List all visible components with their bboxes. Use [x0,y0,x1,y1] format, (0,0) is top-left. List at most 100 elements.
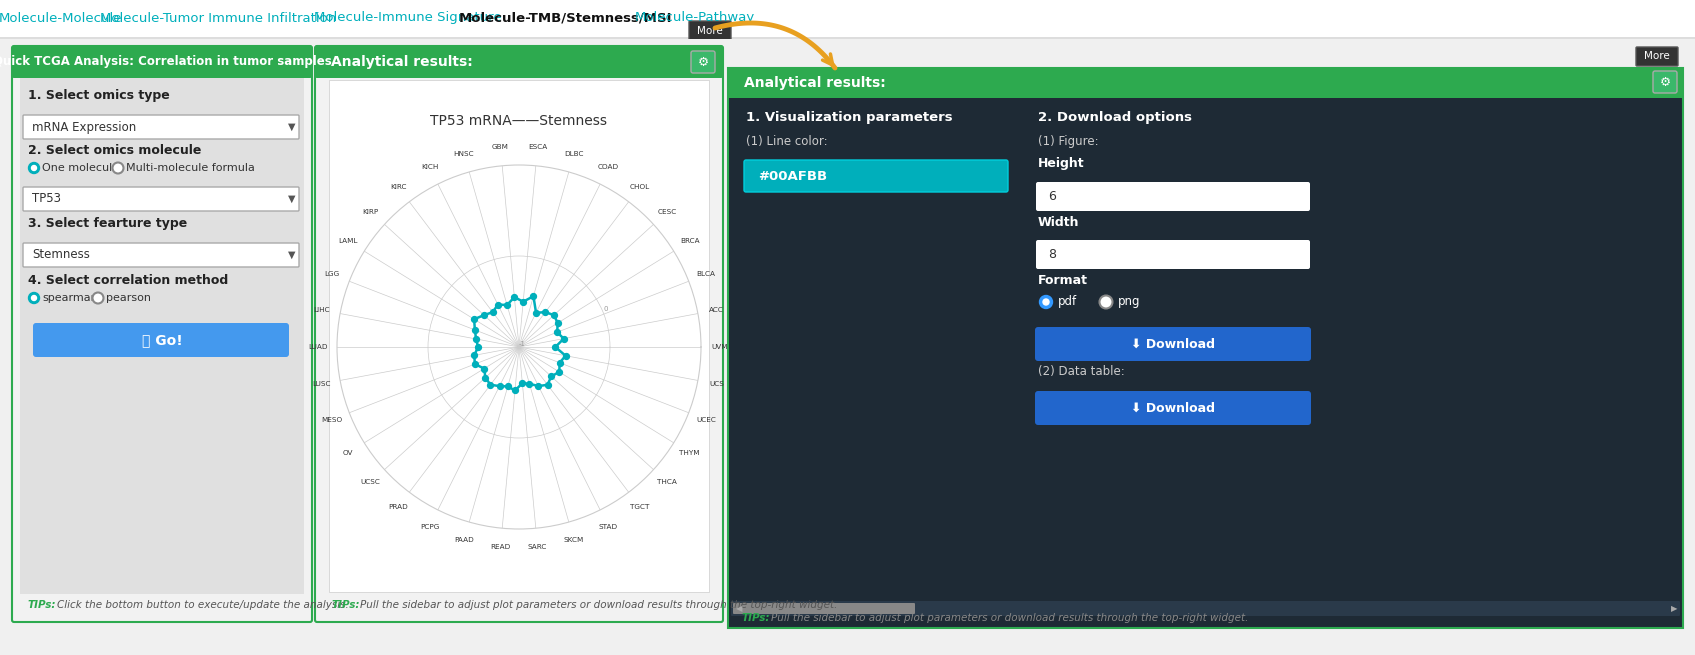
Point [542,342,570,352]
Text: png: png [1119,295,1141,309]
Circle shape [29,293,39,303]
Text: pearson: pearson [107,293,151,303]
FancyBboxPatch shape [24,243,298,267]
Text: More: More [1644,51,1670,61]
Point [541,310,568,320]
FancyBboxPatch shape [12,46,312,622]
FancyBboxPatch shape [731,601,1680,616]
Point [461,325,488,335]
Text: 1. Visualization parameters: 1. Visualization parameters [746,111,953,124]
Text: TIPs:: TIPs: [331,600,359,610]
Text: 2. Download options: 2. Download options [1037,111,1192,124]
Text: TIPs:: TIPs: [742,613,771,623]
Text: Multi-molecule formula: Multi-molecule formula [125,163,254,173]
Text: Pull the sidebar to adjust plot parameters or download results through the top-r: Pull the sidebar to adjust plot paramete… [359,600,837,610]
Text: Molecule-Pathway: Molecule-Pathway [636,12,756,24]
Point [544,327,571,337]
Point [461,314,488,324]
Point [537,371,564,382]
Text: (2) Data table:: (2) Data table: [1037,365,1125,379]
Text: Format: Format [1037,274,1088,286]
Text: ⚙: ⚙ [697,56,709,69]
Point [476,379,503,390]
FancyBboxPatch shape [727,68,1683,98]
Point [471,373,498,383]
Point [486,381,514,391]
Point [480,307,507,318]
FancyBboxPatch shape [0,37,1695,39]
Circle shape [1039,295,1053,309]
Text: ▼: ▼ [288,194,295,204]
Text: Molecule-Molecule: Molecule-Molecule [0,12,122,24]
Text: #00AFBB: #00AFBB [758,170,827,183]
Point [508,378,536,388]
FancyBboxPatch shape [732,603,915,614]
Text: pdf: pdf [1058,295,1076,309]
Text: 4. Select correlation method: 4. Select correlation method [29,274,229,286]
FancyBboxPatch shape [32,323,290,357]
Point [525,381,553,391]
Point [461,350,488,361]
Text: More: More [697,26,722,35]
Point [553,350,580,361]
Point [461,359,488,369]
Point [520,291,547,301]
Circle shape [29,162,39,174]
Text: ⬇ Download: ⬇ Download [1131,402,1215,415]
Circle shape [93,293,103,303]
FancyBboxPatch shape [24,115,298,139]
Text: 2. Select omics molecule: 2. Select omics molecule [29,143,202,157]
Text: 🔍 Go!: 🔍 Go! [142,333,183,347]
Point [502,385,529,396]
Point [471,364,498,374]
Text: Width: Width [1037,215,1080,229]
Point [493,300,520,310]
Text: 3. Select fearture type: 3. Select fearture type [29,217,186,231]
Text: spearman: spearman [42,293,98,303]
FancyBboxPatch shape [320,596,717,616]
Circle shape [32,166,37,170]
Text: Analytical results:: Analytical results: [331,55,473,69]
Text: One molecule: One molecule [42,163,119,173]
Point [515,379,542,389]
FancyBboxPatch shape [0,39,1695,655]
Text: ◀: ◀ [736,605,742,614]
FancyBboxPatch shape [688,21,731,40]
Text: 6: 6 [1048,189,1056,202]
Text: (1) Figure:: (1) Figure: [1037,136,1098,149]
FancyBboxPatch shape [0,0,1695,38]
Text: Quick TCGA Analysis: Correlation in tumor samples: Quick TCGA Analysis: Correlation in tumo… [0,56,332,69]
Circle shape [1042,299,1049,305]
FancyBboxPatch shape [744,160,1009,192]
FancyBboxPatch shape [20,78,303,594]
Point [544,318,571,328]
FancyBboxPatch shape [1036,240,1310,269]
Text: Pull the sidebar to adjust plot parameters or download results through the top-r: Pull the sidebar to adjust plot paramete… [771,613,1249,623]
Text: TIPs:: TIPs: [29,600,56,610]
Point [534,379,561,390]
Circle shape [112,162,124,174]
Point [463,334,490,345]
Title: TP53 mRNA——Stemness: TP53 mRNA——Stemness [431,114,607,128]
Point [464,342,492,352]
Point [522,308,549,318]
Point [546,367,573,377]
Text: mRNA Expression: mRNA Expression [32,121,136,134]
Point [551,333,578,344]
Text: ▶: ▶ [1671,605,1678,614]
FancyBboxPatch shape [329,80,709,592]
FancyBboxPatch shape [1653,71,1676,93]
FancyBboxPatch shape [19,596,307,616]
FancyBboxPatch shape [315,46,724,78]
Text: Analytical results:: Analytical results: [744,76,886,90]
Text: (1) Line color:: (1) Line color: [746,136,827,149]
Text: ▼: ▼ [288,250,295,260]
Text: Molecule-Immune Signature: Molecule-Immune Signature [314,12,502,24]
Text: Molecule-Tumor Immune Infiltration: Molecule-Tumor Immune Infiltration [100,12,336,24]
Point [471,310,498,320]
Text: Click the bottom button to execute/update the analysis.: Click the bottom button to execute/updat… [58,600,349,610]
FancyBboxPatch shape [727,68,1683,628]
Point [546,358,573,368]
Text: ▼: ▼ [288,122,295,132]
Text: Stemness: Stemness [32,248,90,261]
